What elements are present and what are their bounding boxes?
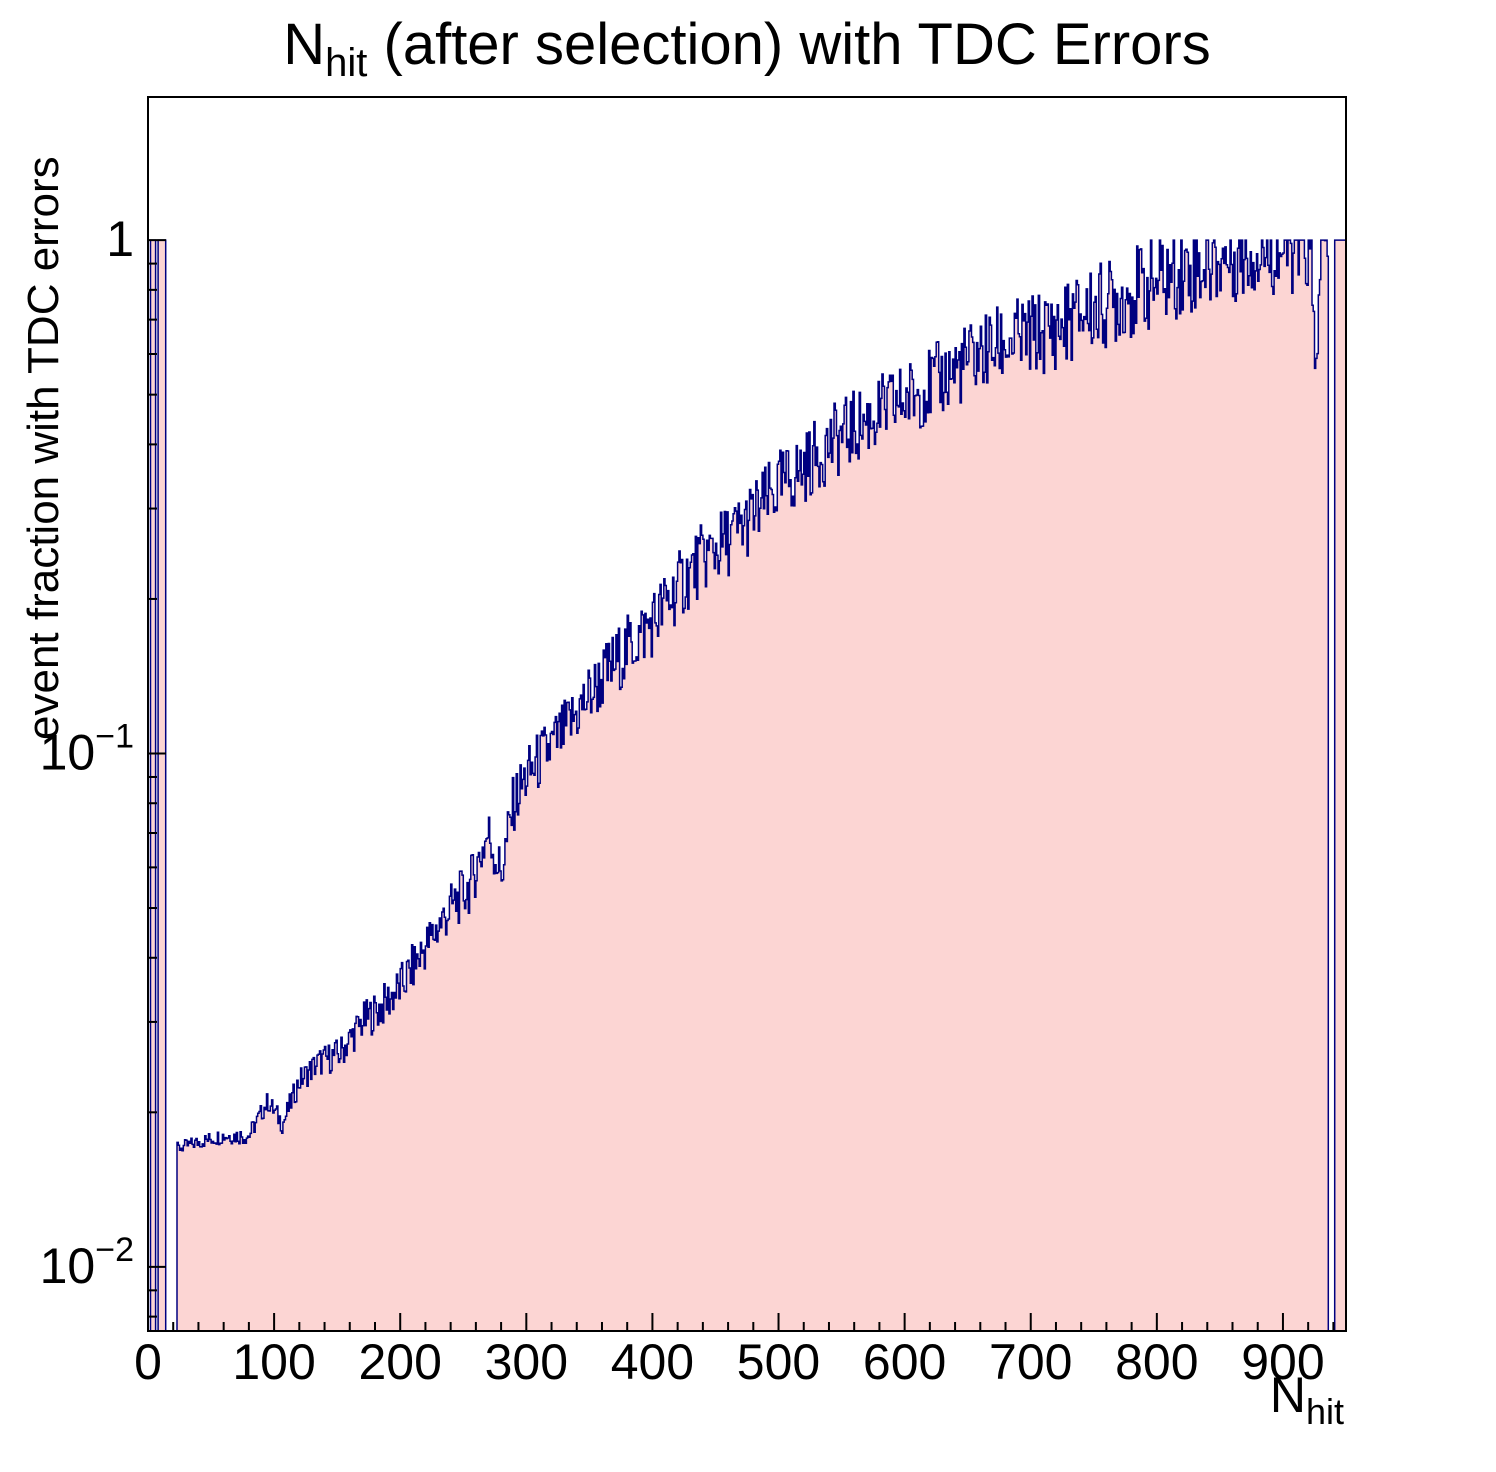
axis-ticks [147, 239, 1335, 1331]
histogram-fill [150, 240, 1346, 1332]
x-tick-label: 200 [358, 1334, 441, 1390]
y-tick-label: 10−1 [40, 717, 134, 780]
x-axis-labels: 0 100 200 300 400 500 600 700 800 900 [134, 1334, 1325, 1390]
y-tick-label: 1 [106, 211, 134, 267]
x-tick-label: 700 [989, 1334, 1072, 1390]
x-tick-label: 500 [737, 1334, 820, 1390]
x-tick-label: 800 [1115, 1334, 1198, 1390]
x-tick-label: 900 [1241, 1334, 1324, 1390]
plot-frame [147, 96, 1347, 1332]
y-tick-label: 10−2 [40, 1231, 134, 1294]
y-axis-title: event fraction with TDC errors [19, 156, 68, 740]
x-tick-label: 100 [232, 1334, 315, 1390]
x-tick-label: 0 [134, 1334, 162, 1390]
x-tick-label: 600 [863, 1334, 946, 1390]
x-axis-title: Nhit [1270, 1367, 1344, 1432]
x-tick-label: 400 [611, 1334, 694, 1390]
y-axis-labels: 1 10−1 10−2 [40, 211, 134, 1294]
x-tick-label: 300 [485, 1334, 568, 1390]
chart-title: Nhit (after selection) with TDC Errors [283, 12, 1211, 85]
